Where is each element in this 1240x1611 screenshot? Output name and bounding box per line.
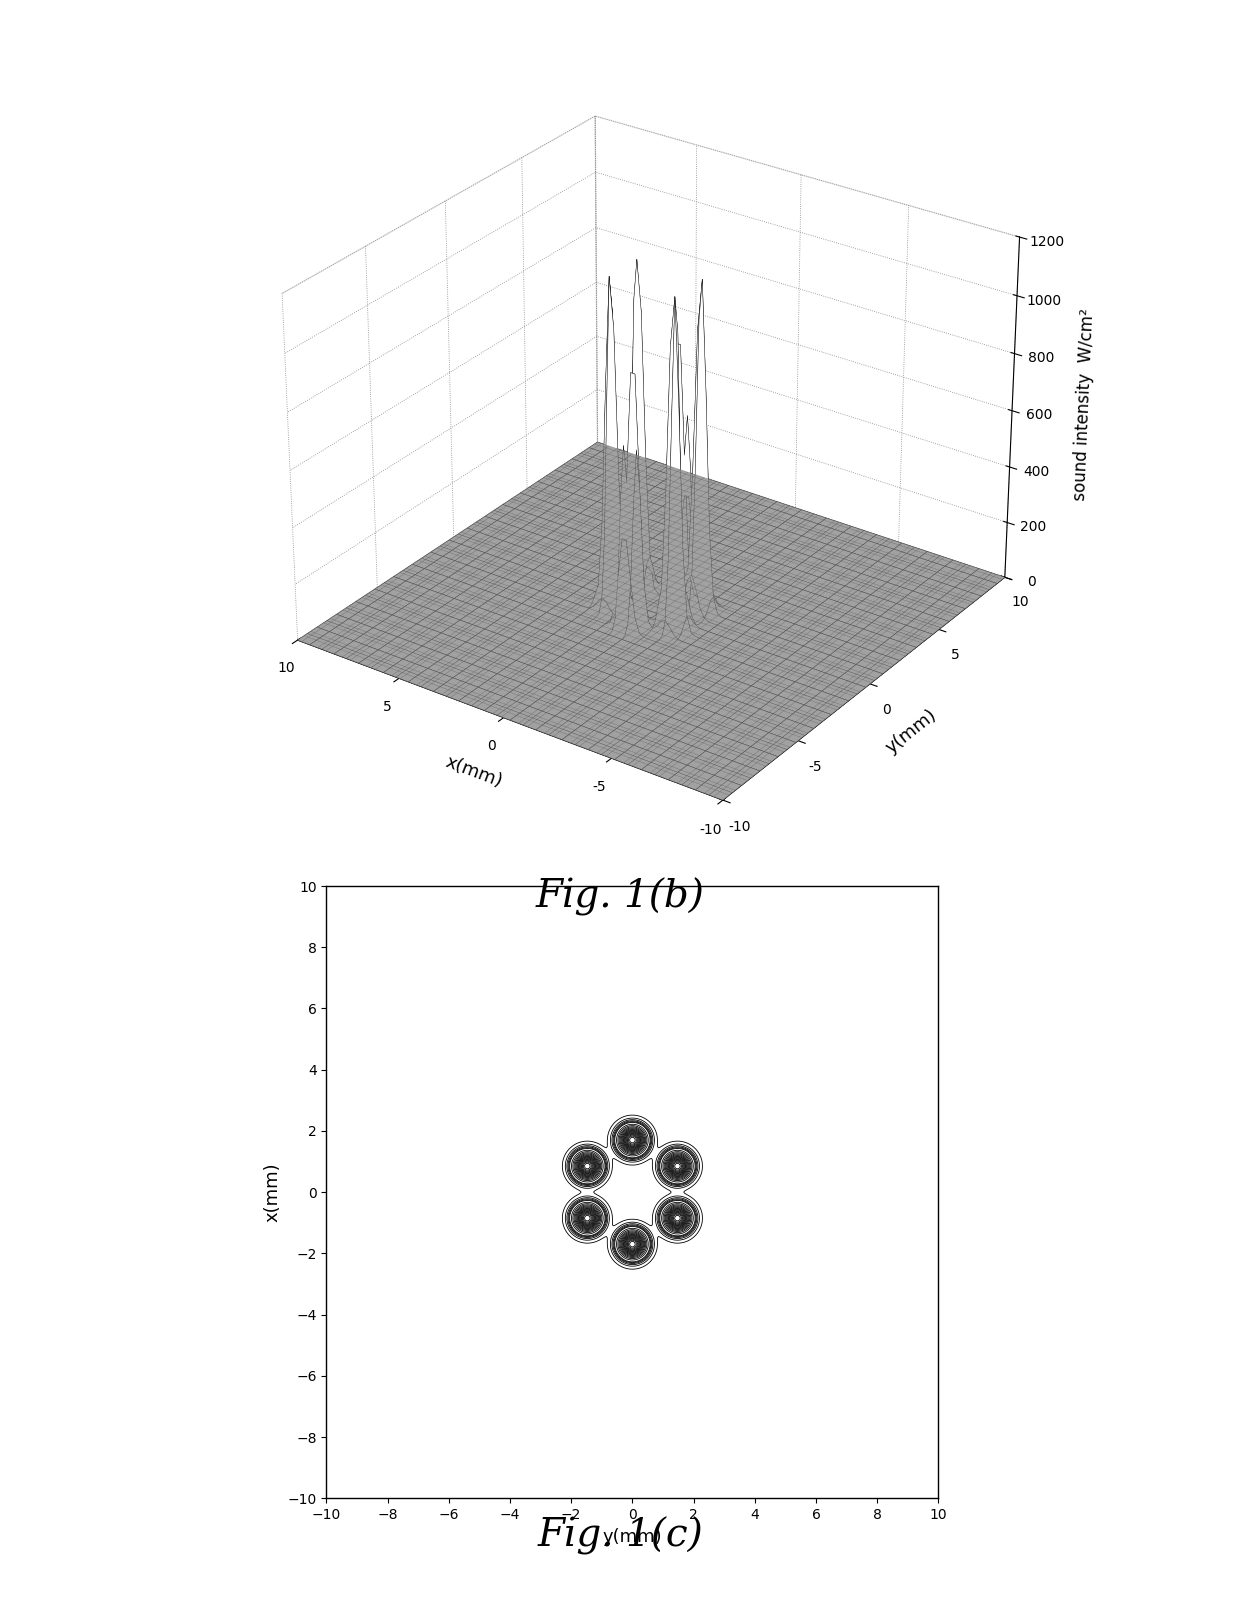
X-axis label: y(mm): y(mm) <box>603 1527 662 1545</box>
Y-axis label: x(mm): x(mm) <box>264 1162 281 1223</box>
Text: Fig. 1(b): Fig. 1(b) <box>536 878 704 917</box>
X-axis label: x(mm): x(mm) <box>443 754 505 791</box>
Y-axis label: y(mm): y(mm) <box>883 706 940 757</box>
Text: Fig. 1(c): Fig. 1(c) <box>537 1516 703 1555</box>
